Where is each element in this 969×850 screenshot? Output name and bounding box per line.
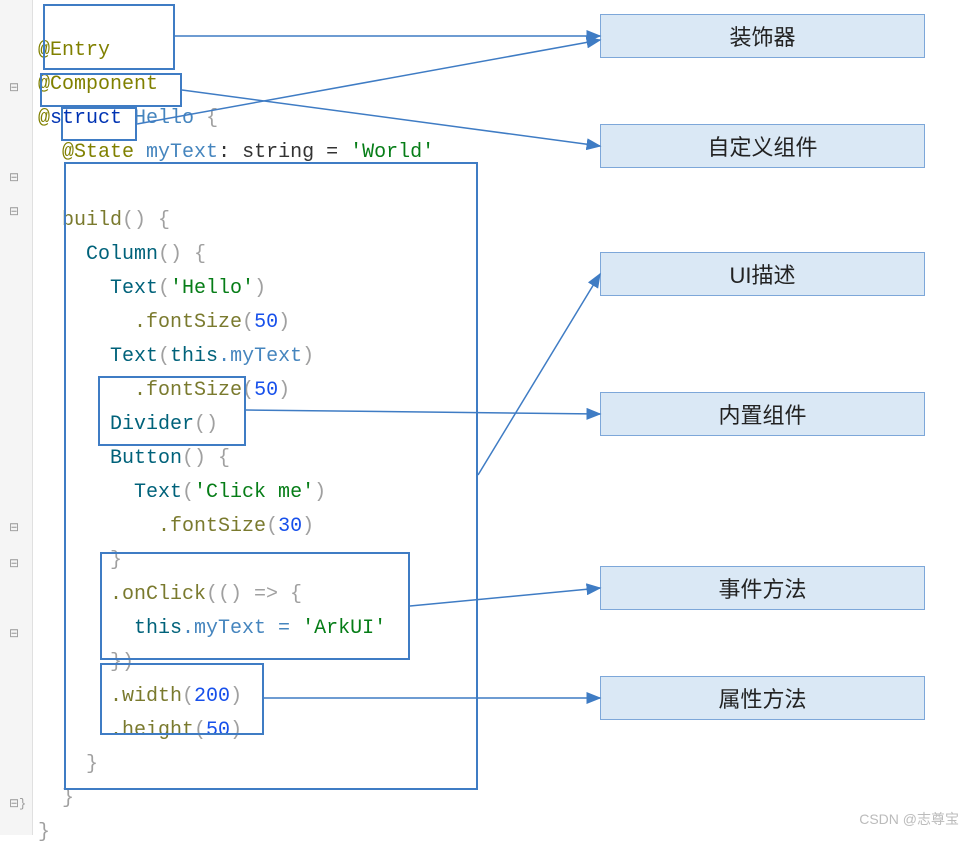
box-decorators <box>43 4 175 70</box>
fold-icon[interactable]: ⊟ <box>9 204 19 219</box>
watermark: CSDN @志尊宝 <box>859 809 959 829</box>
label-builtin: 内置组件 <box>600 392 925 436</box>
fold-icon[interactable]: ⊟ <box>9 626 19 641</box>
box-struct-name <box>40 73 182 107</box>
label-custom-component: 自定义组件 <box>600 124 925 168</box>
label-attr: 属性方法 <box>600 676 925 720</box>
box-onclick <box>100 552 410 660</box>
label-ui-desc: UI描述 <box>600 252 925 296</box>
fold-icon[interactable]: ⊟ <box>9 80 19 95</box>
gutter: ⊟ ⊟ ⊟ ⊟ ⊟ ⊟ ⊟} <box>0 0 33 835</box>
fold-icon[interactable]: ⊟ <box>9 520 19 535</box>
box-divider-button <box>98 376 246 446</box>
fold-icon[interactable]: ⊟ <box>9 170 19 185</box>
fold-icon[interactable]: ⊟ <box>9 556 19 571</box>
box-width-height <box>100 663 264 735</box>
fold-icon[interactable]: ⊟} <box>9 796 26 811</box>
box-state <box>61 107 137 141</box>
label-decorator: 装饰器 <box>600 14 925 58</box>
label-event: 事件方法 <box>600 566 925 610</box>
